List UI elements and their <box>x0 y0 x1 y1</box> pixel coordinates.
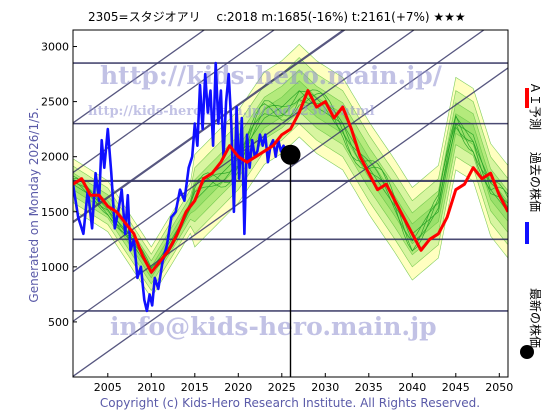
legend-label-latest: 最新の株価 <box>528 288 543 348</box>
legend: ＡＩ予測 過去の株価 最新の株価 <box>520 82 543 359</box>
x-tick-label: 2025 <box>268 381 296 394</box>
x-tick-label: 2020 <box>224 381 252 394</box>
channel-line <box>73 30 206 124</box>
channel-line <box>73 30 415 273</box>
tick-layer: 2005 2010 2015 2020 2025 2030 2035 2040 2045 2050… <box>41 41 513 394</box>
x-tick-label: 2045 <box>442 381 470 394</box>
ai-forecast-line <box>73 89 508 274</box>
current-marker-layer <box>280 144 301 377</box>
channel-line <box>73 30 346 224</box>
watermark-email: info@kids-hero.main.jp <box>110 312 437 341</box>
copyright-footer: Copyright (c) Kids-Hero Research Institu… <box>100 396 480 410</box>
x-tick-label: 2005 <box>94 381 122 394</box>
series-layer <box>73 61 508 313</box>
y-tick-label: 500 <box>48 316 69 329</box>
forecast-band-layer <box>73 43 508 299</box>
forecast-band-2 <box>73 69 508 285</box>
x-tick-label: 2015 <box>181 381 209 394</box>
x-tick-label: 2010 <box>137 381 165 394</box>
x-tick-label: 2030 <box>311 381 339 394</box>
y-tick-label: 2000 <box>41 151 69 164</box>
plot-layer: http://kids-hero.main.jp/ http://kids-he… <box>73 30 508 377</box>
y-tick-label: 1500 <box>41 206 69 219</box>
chart-title: 2305=スタジオアリ c:2018 m:1685(-16%) t:2161(+… <box>88 10 466 24</box>
y-tick-label: 3000 <box>41 41 69 54</box>
generated-date-label: Generated on Monday 2026/1/5. <box>27 107 41 302</box>
current-price-marker <box>280 144 301 165</box>
y-tick-label: 1000 <box>41 261 69 274</box>
x-tick-label: 2035 <box>355 381 383 394</box>
legend-label-past: 過去の株価 <box>528 152 543 212</box>
scenario-line-4 <box>73 89 508 273</box>
legend-swatch-latest <box>520 345 534 359</box>
legend-label-ai: ＡＩ予測 <box>528 82 542 130</box>
x-tick-label: 2040 <box>398 381 426 394</box>
x-tick-label: 2050 <box>485 381 513 394</box>
watermark-url: http://kids-hero.main.jp/ <box>100 61 443 90</box>
y-tick-label: 2500 <box>41 96 69 109</box>
channel-line <box>73 30 276 174</box>
